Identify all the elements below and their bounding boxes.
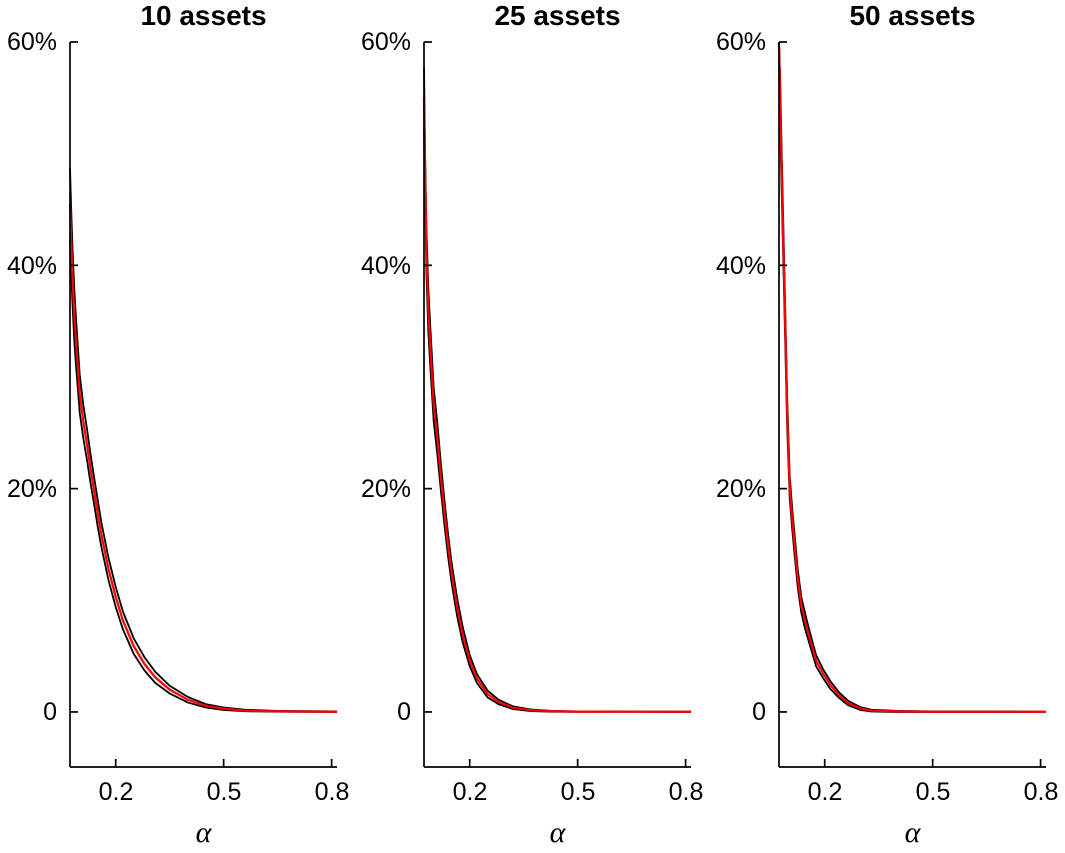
- upper-bound-line: [423, 67, 692, 713]
- axes: [69, 41, 337, 768]
- center-line: [422, 97, 692, 713]
- subplot-10-assets: 10 assets 60% 40% 20% 0 0.2 0.5 0.8 α: [0, 0, 355, 853]
- x-tick-label-08: 0.8: [1023, 778, 1059, 806]
- y-tick-label-60: 60%: [6, 28, 57, 56]
- subplot-title: 50 assets: [849, 0, 976, 31]
- x-tick-label-05: 0.5: [206, 778, 242, 806]
- y-tick-label-40: 40%: [715, 252, 766, 280]
- x-tick-label-05: 0.5: [915, 778, 951, 806]
- lower-bound-line: [778, 58, 1046, 713]
- alpha-axis-label: α: [904, 816, 921, 849]
- confidence-band: [424, 67, 691, 712]
- x-tick-label-08: 0.8: [668, 778, 704, 806]
- subplot-title: 25 assets: [494, 0, 621, 31]
- y-tick-label-40: 40%: [360, 252, 411, 280]
- y-tick-label-20: 20%: [6, 475, 57, 503]
- y-tick-label-0: 0: [43, 698, 57, 726]
- alpha-axis-label: α: [549, 816, 566, 849]
- y-tick-label-60: 60%: [360, 28, 411, 56]
- x-tick-label-08: 0.8: [314, 778, 350, 806]
- y-tick-label-60: 60%: [715, 28, 766, 56]
- x-tick-label-05: 0.5: [560, 778, 596, 806]
- x-tick-label-02: 0.2: [452, 778, 488, 806]
- confidence-band: [779, 42, 1046, 712]
- y-tick-label-0: 0: [397, 698, 411, 726]
- series-group: [68, 168, 338, 713]
- plot-area: [68, 41, 338, 768]
- subplot-25-assets: 25 assets 60% 40% 20% 0 0.2 0.5 0.8 α: [354, 0, 709, 853]
- x-tick-label-02: 0.2: [98, 778, 134, 806]
- upper-bound-line: [69, 168, 338, 713]
- y-tick-label-20: 20%: [360, 475, 411, 503]
- series-group: [777, 41, 1047, 713]
- confidence-band: [70, 168, 337, 712]
- y-tick-label-20: 20%: [715, 475, 766, 503]
- center-line: [68, 203, 338, 713]
- x-tick-label-02: 0.2: [807, 778, 843, 806]
- y-tick-label-0: 0: [752, 698, 766, 726]
- plot-area: [777, 41, 1047, 768]
- axes: [778, 41, 1046, 768]
- axes: [423, 41, 691, 768]
- series-group: [422, 67, 692, 713]
- subplot-title: 10 assets: [140, 0, 267, 31]
- y-tick-label-40: 40%: [6, 252, 57, 280]
- subplot-50-assets: 50 assets 60% 40% 20% 0 0.2 0.5 0.8 α: [709, 0, 1065, 853]
- alpha-axis-label: α: [195, 816, 212, 849]
- upper-bound-line: [778, 41, 1047, 713]
- plot-area: [422, 41, 692, 768]
- lower-bound-line: [69, 239, 338, 713]
- center-line: [777, 44, 1047, 713]
- lower-bound-line: [423, 127, 692, 713]
